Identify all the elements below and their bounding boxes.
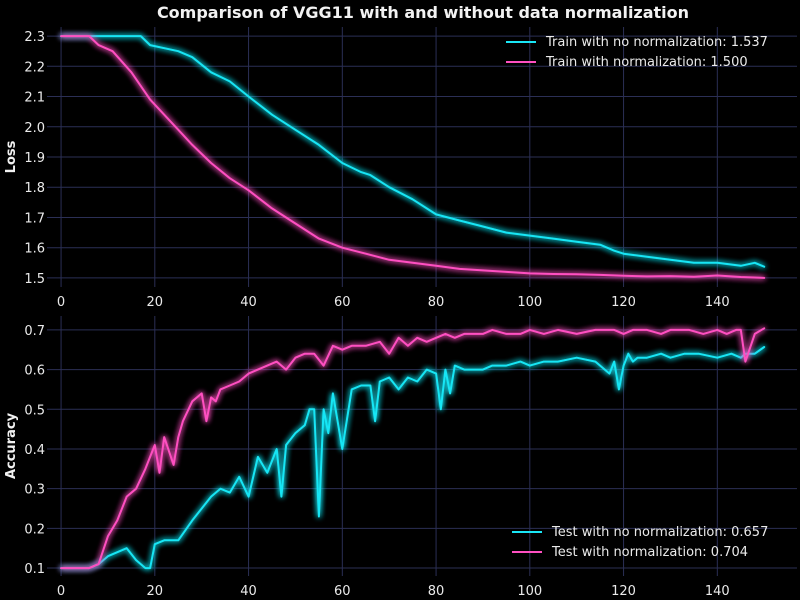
- accuracy-xtick-label: 80: [428, 584, 445, 599]
- loss-xtick-label: 120: [611, 295, 636, 310]
- accuracy-ylabel: Accuracy: [4, 412, 19, 479]
- accuracy-xtick-label: 20: [147, 584, 164, 599]
- accuracy-xtick-label: 60: [334, 584, 351, 599]
- loss-panel: 0 20 40 60 80 100 120 140 1.5 1.6 1.7 1.8 1.9 2.0 2.1 2…: [4, 27, 797, 310]
- accuracy-xtick-label: 0: [57, 584, 65, 599]
- loss-xtick-label: 60: [334, 295, 351, 310]
- accuracy-xtick-label: 100: [517, 584, 542, 599]
- loss-xtick-label: 20: [147, 295, 164, 310]
- loss-ytick-label: 2.2: [24, 60, 45, 75]
- accuracy-legend-label: Test with no normalization: 0.657: [551, 525, 768, 540]
- loss-ytick-label: 1.6: [24, 242, 45, 257]
- accuracy-ytick-label: 0.6: [24, 364, 45, 379]
- accuracy-xtick-label: 140: [705, 584, 730, 599]
- accuracy-ytick-label: 0.5: [24, 403, 45, 418]
- loss-legend-label: Train with normalization: 1.500: [545, 55, 748, 70]
- loss-xtick-label: 80: [428, 295, 445, 310]
- loss-series-line-normalization: [60, 35, 766, 279]
- loss-xtick-label: 100: [517, 295, 542, 310]
- accuracy-ytick-label: 0.1: [24, 562, 45, 577]
- loss-ytick-label: 1.9: [24, 151, 45, 166]
- accuracy-panel: 0 20 40 60 80 100 120 140 0.1 0.2 0.3 0.4 0.5 0.6 0.7 A…: [4, 316, 797, 599]
- loss-series-line-no-normalization: [60, 35, 766, 268]
- loss-ytick-label: 2.0: [24, 121, 45, 136]
- loss-ytick-label: 2.1: [24, 91, 45, 106]
- loss-xtick-label: 0: [57, 295, 65, 310]
- loss-ytick-label: 1.8: [24, 181, 45, 196]
- accuracy-xtick-label: 40: [240, 584, 257, 599]
- accuracy-ytick-label: 0.3: [24, 483, 45, 498]
- accuracy-ytick-label: 0.4: [24, 443, 45, 458]
- loss-ytick-label: 1.5: [24, 272, 45, 287]
- chart-title: Comparison of VGG11 with and without dat…: [157, 3, 689, 22]
- accuracy-series-line-normalization: [60, 327, 766, 570]
- loss-ytick-label: 1.7: [24, 211, 45, 226]
- accuracy-ytick-label: 0.2: [24, 522, 45, 537]
- loss-xtick-label: 140: [705, 295, 730, 310]
- accuracy-series-line-no-normalization: [60, 346, 766, 570]
- loss-xtick-label: 40: [240, 295, 257, 310]
- accuracy-ytick-label: 0.7: [24, 324, 45, 339]
- loss-ytick-label: 2.3: [24, 30, 45, 45]
- loss-legend-label: Train with no normalization: 1.537: [545, 35, 768, 50]
- accuracy-legend-label: Test with normalization: 0.704: [551, 545, 748, 560]
- accuracy-xtick-label: 120: [611, 584, 636, 599]
- loss-ylabel: Loss: [4, 140, 19, 173]
